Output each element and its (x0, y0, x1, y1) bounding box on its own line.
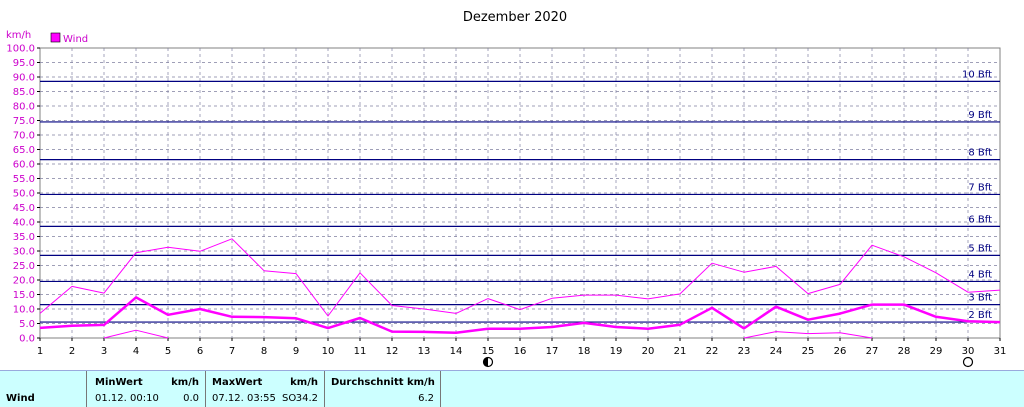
legend-label-wind: Wind (63, 34, 88, 45)
avg-value: 6.2 (418, 393, 434, 404)
x-tick-label: 27 (866, 346, 879, 357)
series-line-daily-minimum (743, 331, 873, 339)
legend-swatch-wind (50, 32, 61, 43)
beaufort-label: 4 Bft (968, 269, 992, 280)
y-tick-label: 45.0 (13, 203, 35, 214)
x-tick-label: 6 (197, 346, 203, 357)
y-tick-label: 80.0 (13, 102, 35, 113)
avg-header: Durchschnitt km/h (331, 377, 435, 388)
stats-row-label: Wind (6, 393, 35, 404)
x-tick-label: 10 (322, 346, 335, 357)
beaufort-label: 5 Bft (968, 243, 992, 254)
y-tick-label: 70.0 (13, 131, 35, 142)
max-direction: SO (282, 393, 297, 404)
stats-max-cell: MaxWert km/h 07.12. 03:55 SO 34.2 (205, 371, 324, 407)
y-tick-label: 20.0 (13, 276, 35, 287)
y-tick-label: 75.0 (13, 116, 35, 127)
x-tick-label: 28 (898, 346, 911, 357)
x-tick-label: 7 (229, 346, 235, 357)
y-tick-label: 30.0 (13, 247, 35, 258)
x-tick-label: 18 (578, 346, 591, 357)
y-tick-label: 50.0 (13, 189, 35, 200)
x-tick-label: 14 (450, 346, 463, 357)
x-tick-label: 26 (834, 346, 847, 357)
beaufort-label: 3 Bft (968, 293, 992, 304)
x-tick-label: 8 (261, 346, 267, 357)
x-tick-label: 22 (706, 346, 719, 357)
beaufort-label: 9 Bft (968, 110, 992, 121)
y-tick-label: 55.0 (13, 174, 35, 185)
x-tick-label: 1 (37, 346, 43, 357)
x-tick-label: 9 (293, 346, 299, 357)
series-line-daily-minimum (103, 329, 169, 339)
x-tick-label: 25 (802, 346, 815, 357)
y-tick-label: 40.0 (13, 218, 35, 229)
x-tick-label: 16 (514, 346, 527, 357)
y-tick-label: 95.0 (13, 58, 35, 69)
x-tick-label: 15 (482, 346, 495, 357)
stats-avg-cell: Durchschnitt km/h 6.2 (324, 371, 441, 407)
x-tick-label: 20 (642, 346, 655, 357)
stats-min-cell: MinWert km/h 01.12. 00:10 0.0 (86, 371, 205, 407)
x-tick-label: 17 (546, 346, 559, 357)
y-tick-label: 15.0 (13, 290, 35, 301)
y-tick-label: 25.0 (13, 261, 35, 272)
x-tick-label: 4 (133, 346, 139, 357)
x-tick-label: 5 (165, 346, 171, 357)
y-tick-label: 60.0 (13, 160, 35, 171)
beaufort-label: 8 Bft (968, 148, 992, 159)
beaufort-label: 2 Bft (968, 310, 992, 321)
y-tick-label: 100.0 (6, 44, 35, 55)
beaufort-label: 10 Bft (962, 69, 992, 80)
beaufort-label: 7 Bft (968, 182, 992, 193)
max-unit: km/h (290, 377, 318, 388)
max-time: 07.12. 03:55 (212, 393, 276, 404)
min-header: MinWert (95, 377, 143, 388)
x-tick-label: 2 (69, 346, 75, 357)
min-time: 01.12. 00:10 (95, 393, 159, 404)
y-tick-label: 85.0 (13, 87, 35, 98)
min-unit: km/h (171, 377, 199, 388)
chart-title: Dezember 2020 (463, 10, 567, 25)
beaufort-label: 6 Bft (968, 214, 992, 225)
y-tick-label: 35.0 (13, 232, 35, 243)
legend: Wind (50, 32, 88, 45)
max-value: 34.2 (295, 393, 318, 404)
min-value: 0.0 (183, 393, 199, 404)
plot-area: 0.0 5.0 10.0 15.0 20.0 25.0 30.0 35.0 40.0 45.0 50… (6, 44, 1007, 368)
x-tick-label: 13 (418, 346, 431, 357)
max-header: MaxWert (212, 377, 263, 388)
x-tick-label: 19 (610, 346, 623, 357)
x-tick-label: 31 (994, 346, 1007, 357)
x-tick-label: 11 (354, 346, 367, 357)
stats-bar: Wind MinWert km/h 01.12. 00:10 0.0 MaxWe… (0, 370, 1024, 407)
moon-full-moon-icon (962, 356, 974, 368)
x-tick-label: 12 (386, 346, 399, 357)
x-tick-label: 29 (930, 346, 943, 357)
y-tick-label: 10.0 (13, 305, 35, 316)
y-tick-label: 5.0 (19, 319, 35, 330)
y-tick-label: 0.0 (19, 334, 35, 345)
y-tick-label: 90.0 (13, 73, 35, 84)
y-tick-label: 65.0 (13, 145, 35, 156)
moon-new-moon-shade (483, 357, 488, 367)
stats-label-cell: Wind (0, 371, 86, 407)
wind-chart: Dezember 2020 km/h Wind 0.0 5.0 10.0 15.0 20… (6, 10, 1007, 368)
x-tick-label: 3 (101, 346, 107, 357)
x-tick-label: 21 (674, 346, 687, 357)
series-line-daily-maximum (39, 238, 1001, 317)
x-tick-label: 24 (770, 346, 783, 357)
x-tick-label: 23 (738, 346, 751, 357)
y-unit-label: km/h (6, 30, 31, 41)
x-tick-label: 30 (962, 346, 975, 357)
series-line-daily-average (39, 296, 1001, 335)
